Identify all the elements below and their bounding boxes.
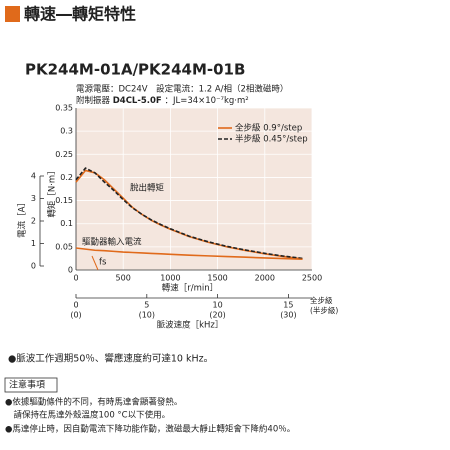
y-tick-label: 0 <box>68 266 73 275</box>
x-tick-label: 0 <box>73 274 78 283</box>
x-tick-label: 2500 <box>302 274 322 283</box>
y-tick-label: 0.1 <box>60 219 73 228</box>
x-axis-label: 轉速［r/min］ <box>162 283 218 294</box>
x-tick-label: 2000 <box>255 274 275 283</box>
y-tick-label: 0.05 <box>55 242 73 251</box>
model-name: PK244M-01A/PK244M-01B <box>25 61 245 79</box>
x2-tick-label: 15 <box>283 301 293 310</box>
x2-tick-label-half: (30) <box>280 311 296 320</box>
y2-tick-label: 1 <box>31 239 36 248</box>
x2-full-label: 全步級 <box>310 295 333 305</box>
x-tick-label: 1500 <box>207 274 227 283</box>
fs-marker <box>91 255 99 271</box>
y-tick-label: 0.25 <box>55 150 73 159</box>
y2-tick-label: 3 <box>31 194 36 203</box>
caution-box <box>4 377 58 393</box>
x2-tick-label: 5 <box>144 301 149 310</box>
x-tick-label: 500 <box>116 274 131 283</box>
caution-item: ●馬達停止時，因自動電流下降功能作動，激磁最大靜止轉矩會下降約40％。 <box>5 424 295 435</box>
legend-label: 半步級 0.45°/step <box>235 134 308 145</box>
x2-tick-label: 0 <box>73 301 78 310</box>
caution-title: 注意事項 <box>9 379 45 391</box>
y-tick-label: 0.2 <box>60 173 73 182</box>
damper-label: 附制振器 <box>76 95 111 106</box>
condition: 電源電壓：DC24V 設定電流：1.2 A/相（2相激磁時） <box>76 84 288 95</box>
x-tick-label: 1000 <box>160 274 180 283</box>
y-axis-label: 轉矩［N·m］ <box>47 166 58 217</box>
caution-item: ●依據驅動條件的不同，有時馬達會顯著發熱。 <box>5 397 182 408</box>
annotation: 脫出轉矩 <box>130 183 165 194</box>
y-tick-label: 0.35 <box>55 104 73 113</box>
title-marker <box>5 6 20 22</box>
y2-tick-label: 0 <box>31 262 36 271</box>
x2-tick-label: 10 <box>213 301 223 310</box>
annotation: 驅動器輸入電流 <box>82 237 142 248</box>
caution-item: 請保持在馬達外殼溫度100 °C以下使用。 <box>5 410 170 421</box>
condition: 附制振器 D4CL-5.0F ：JL=34×10⁻⁷kg·m² <box>76 95 249 106</box>
spec-note: ●脈波工作週期50％、響應速度約可達10 kHz。 <box>8 353 213 365</box>
plot-area <box>76 108 312 270</box>
y2-tick-label: 4 <box>31 172 36 181</box>
damper-model: D4CL-5.0F <box>113 96 162 106</box>
x2-tick-label-half: (10) <box>139 311 155 320</box>
page-title: 轉速―轉矩特性 <box>24 5 136 24</box>
y-tick-label: 0.15 <box>55 196 73 205</box>
x2-tick-label-half: (0) <box>70 311 81 320</box>
y2-tick-label: 2 <box>31 217 36 226</box>
x2-half-label: (半步級) <box>310 305 338 315</box>
x2-tick-label-half: (20) <box>209 311 225 320</box>
series-line <box>75 247 303 261</box>
legend-label: 全步級 0.9°/step <box>235 123 302 134</box>
y-tick-label: 0.3 <box>60 127 73 136</box>
series-line <box>75 167 303 260</box>
inertia: ：JL=34×10⁻⁷kg·m² <box>164 96 248 106</box>
annotation: fs <box>99 258 107 268</box>
y2-axis-label: 電流［A］ <box>17 198 28 238</box>
x2-axis-label: 脈波速度［kHz］ <box>157 320 224 331</box>
